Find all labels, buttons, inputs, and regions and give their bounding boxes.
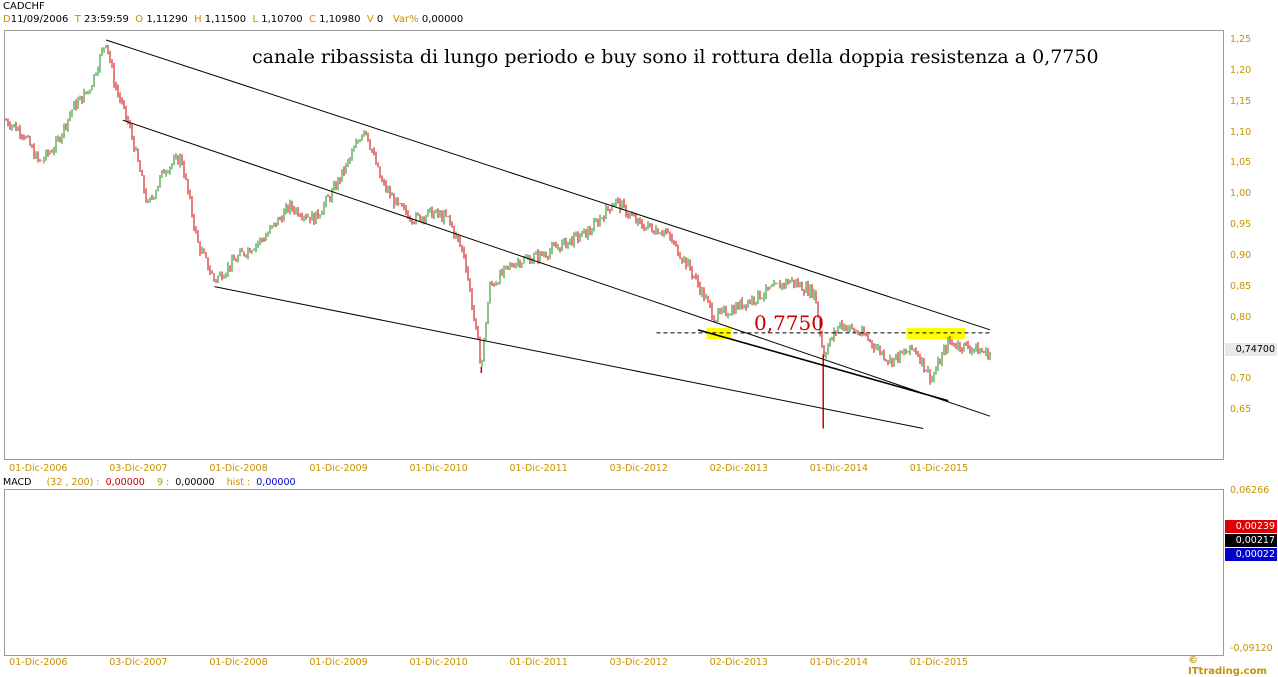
macd-panel[interactable] xyxy=(4,489,1224,656)
x-tick-label: 01-Dic-2008 xyxy=(209,463,268,474)
price-y-tick: 1,25 xyxy=(1230,34,1252,45)
date-value: 11/09/2006 xyxy=(10,14,69,25)
price-y-tick: 0,80 xyxy=(1230,311,1252,323)
price-y-tick: 1,10 xyxy=(1230,126,1252,138)
high-value: 1,11500 xyxy=(204,14,247,25)
signal-label: 9 : xyxy=(156,477,170,488)
x-tick-label: 02-Dic-2013 xyxy=(709,463,768,474)
x-tick-label: 03-Dic-2012 xyxy=(609,657,668,668)
price-chart-panel[interactable] xyxy=(4,30,1224,460)
date-key: D xyxy=(3,14,11,25)
close-key: C xyxy=(308,14,316,25)
volume-key: V xyxy=(366,14,374,25)
macd-axis-top: 0,06266 xyxy=(1230,485,1270,496)
low-key: L xyxy=(252,14,259,25)
channel-line xyxy=(214,286,924,429)
x-tick-label: 01-Dic-2014 xyxy=(809,657,869,668)
support-line xyxy=(697,329,949,402)
x-tick-label: 02-Dic-2013 xyxy=(709,657,768,668)
macd-axis-bottom: -0,09120 xyxy=(1230,643,1273,654)
x-tick-label: 03-Dic-2007 xyxy=(109,657,168,668)
x-tick-label: 01-Dic-2009 xyxy=(309,657,368,668)
macd-params: (32 , 200) : xyxy=(46,477,100,488)
x-tick-label: 01-Dic-2010 xyxy=(409,657,468,668)
x-tick-label: 01-Dic-2008 xyxy=(209,657,268,668)
signal-value: 0,00000 xyxy=(175,477,215,488)
x-tick-label: 01-Dic-2011 xyxy=(509,657,568,668)
open-key: O xyxy=(135,14,144,25)
volume-value: 0 xyxy=(376,14,384,25)
last-price-tag: 0,74700 xyxy=(1225,343,1277,356)
channel-line xyxy=(105,39,991,331)
x-tick-label: 01-Dic-2006 xyxy=(9,463,68,474)
price-y-tick: 0,95 xyxy=(1230,219,1252,230)
symbol-title: CADCHF xyxy=(3,1,45,12)
var-key: Var% xyxy=(392,14,419,25)
x-tick-label: 01-Dic-2015 xyxy=(909,463,969,474)
resistance-highlight xyxy=(706,327,732,340)
macd-readout: MACD (32 , 200) : 0,00000 9 : 0,00000 hi… xyxy=(3,477,296,488)
price-y-tick: 1,15 xyxy=(1230,95,1252,107)
level-label: 0,7750 xyxy=(754,311,824,335)
time-key: T xyxy=(74,14,81,25)
hist-label: hist : xyxy=(226,477,251,488)
high-key: H xyxy=(194,14,202,25)
price-y-tick: 0,70 xyxy=(1230,373,1252,385)
time-value: 23:59:59 xyxy=(84,14,129,25)
hist-tag: 0,00022 xyxy=(1225,548,1277,561)
low-value: 1,10700 xyxy=(261,14,303,25)
open-value: 1,11290 xyxy=(146,14,188,25)
x-tick-label: 01-Dic-2006 xyxy=(9,657,68,668)
signal-tag: 0,00217 xyxy=(1225,534,1277,547)
hist-value: 0,00000 xyxy=(256,477,296,488)
price-y-tick: 1,05 xyxy=(1230,157,1252,169)
x-tick-label: 01-Dic-2009 xyxy=(309,463,368,474)
watermark: © ITtrading.com xyxy=(1188,655,1267,677)
x-tick-label: 01-Dic-2014 xyxy=(809,463,869,474)
macd-name: MACD xyxy=(3,477,32,488)
price-y-tick: 0,90 xyxy=(1230,249,1252,261)
channel-line xyxy=(122,119,991,417)
price-y-tick: 1,20 xyxy=(1230,64,1252,76)
x-tick-label: 01-Dic-2015 xyxy=(909,657,969,668)
close-value: 1,10980 xyxy=(319,14,361,25)
price-y-tick: 1,00 xyxy=(1230,188,1252,200)
x-tick-label: 03-Dic-2007 xyxy=(109,463,168,474)
resistance-highlight xyxy=(906,327,965,340)
price-y-tick: 0,65 xyxy=(1230,404,1252,415)
macd-value: 0,00000 xyxy=(105,477,145,488)
x-tick-label: 01-Dic-2010 xyxy=(409,463,468,474)
price-y-tick: 0,85 xyxy=(1230,280,1252,292)
ohlc-readout: D11/09/2006 T 23:59:59 O 1,11290 H 1,115… xyxy=(3,14,463,25)
annotation-title: canale ribassista di lungo periodo e buy… xyxy=(252,46,1099,68)
var-value: 0,00000 xyxy=(421,14,464,25)
x-tick-label: 01-Dic-2011 xyxy=(509,463,568,474)
macd-tag: 0,00239 xyxy=(1225,520,1277,533)
x-tick-label: 03-Dic-2012 xyxy=(609,463,668,474)
